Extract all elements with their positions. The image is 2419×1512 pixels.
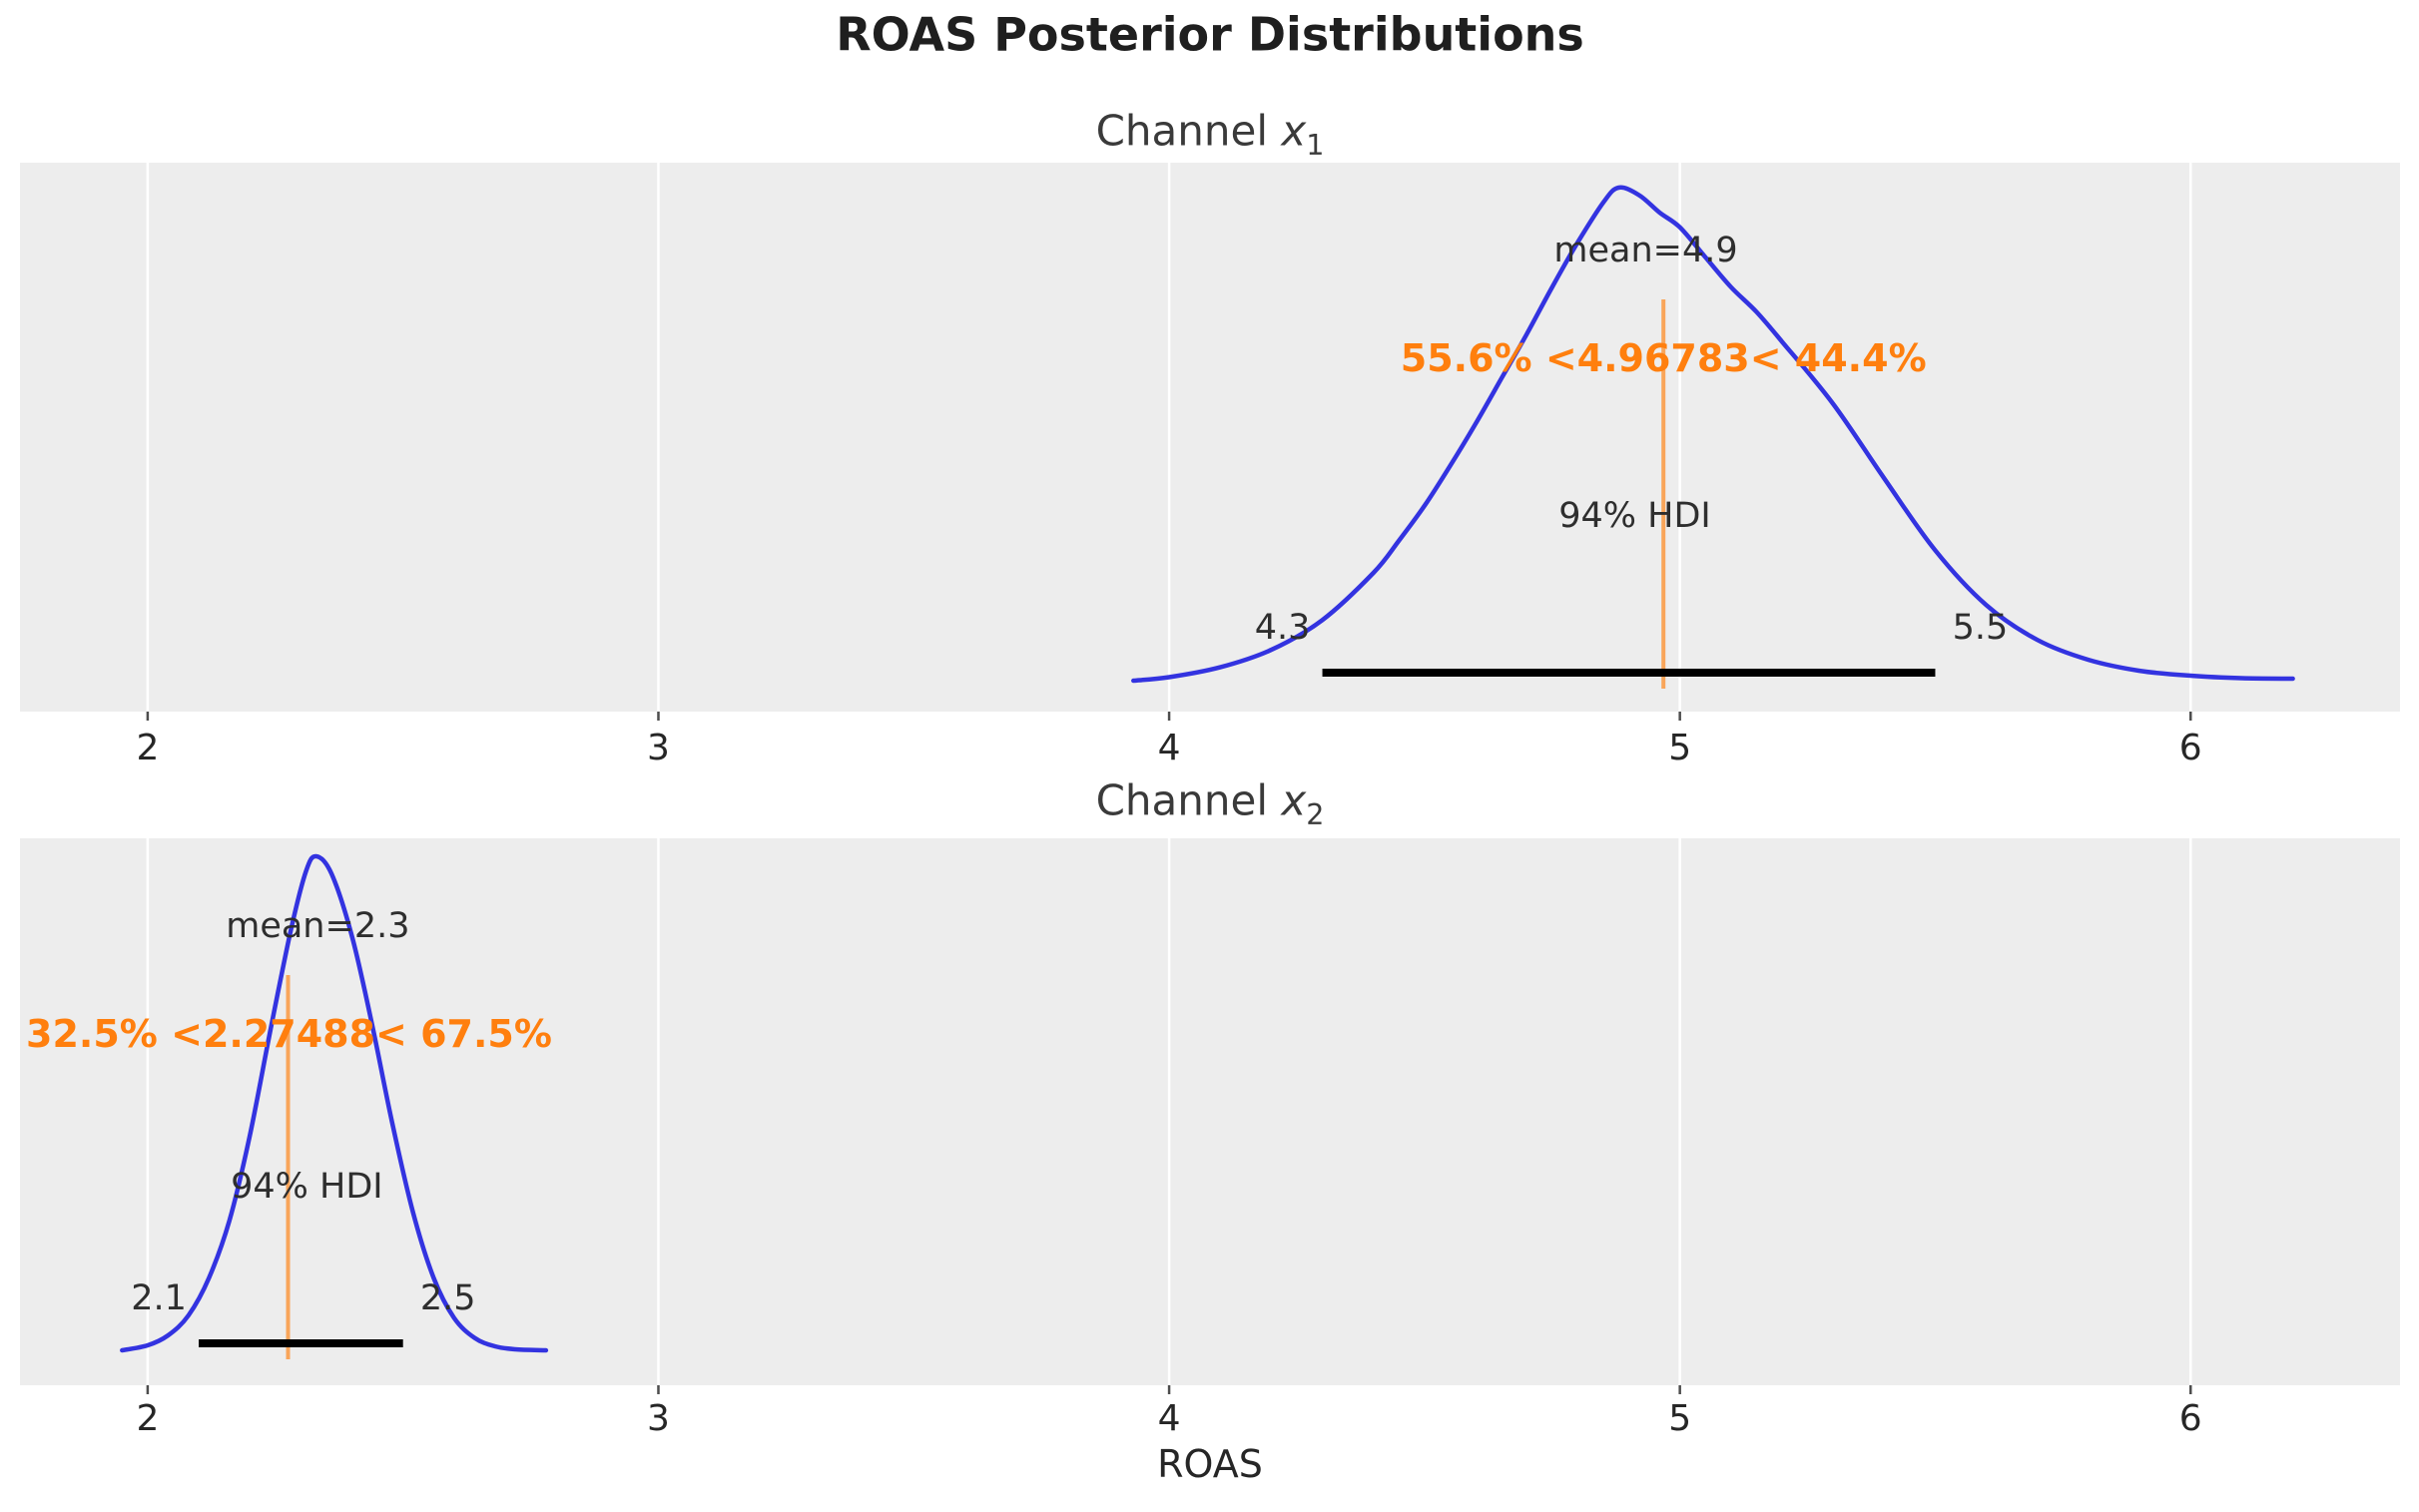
x-tick-label: 3 <box>647 728 670 769</box>
hdi-title-x1: 94% HDI <box>1558 495 1711 536</box>
x-tick-label: 6 <box>2178 1398 2202 1440</box>
ref-value-text-x1: 55.6% <4.96783< 44.4% <box>1400 336 1927 381</box>
panel-background <box>20 838 2400 1385</box>
x-tick-label: 3 <box>647 1398 670 1440</box>
subplot-title-x1: Channel x1 <box>1095 106 1325 162</box>
x-axis-label: ROAS <box>1157 1442 1263 1487</box>
subplot-title-text: Channel <box>1095 106 1282 156</box>
x-tick-label: 2 <box>136 728 160 769</box>
mean-label-x2: mean=2.3 <box>226 905 410 946</box>
figure-title: ROAS Posterior Distributions <box>836 7 1584 62</box>
hdi-title-x2: 94% HDI <box>231 1166 383 1207</box>
subplot-title-subscript: 2 <box>1306 796 1325 831</box>
x-tick-label: 6 <box>2178 728 2202 769</box>
hdi-high-label-x1: 5.5 <box>1952 607 2009 648</box>
subplot-title-text: Channel <box>1095 775 1282 825</box>
x-tick-label: 4 <box>1157 728 1181 769</box>
subplot-title-var: x <box>1281 775 1307 825</box>
kde-curve <box>120 853 549 1353</box>
hdi-low-label-x1: 4.3 <box>1254 607 1311 648</box>
subplot-title-subscript: 1 <box>1306 127 1325 162</box>
panel-background <box>20 163 2400 712</box>
x-tick-label: 5 <box>1668 1398 1692 1440</box>
mean-label-x1: mean=4.9 <box>1553 230 1738 270</box>
x-tick-label: 2 <box>136 1398 160 1440</box>
x-tick-label: 5 <box>1668 728 1692 769</box>
kde-curve <box>1131 185 2295 684</box>
subplot-title-var: x <box>1281 106 1307 156</box>
x-tick-label: 4 <box>1157 1398 1181 1440</box>
hdi-high-label-x2: 2.5 <box>419 1277 476 1318</box>
subplot-title-x2: Channel x2 <box>1095 775 1325 831</box>
ref-value-text-x2: 32.5% <2.27488< 67.5% <box>26 1012 552 1057</box>
hdi-low-label-x2: 2.1 <box>131 1277 187 1318</box>
